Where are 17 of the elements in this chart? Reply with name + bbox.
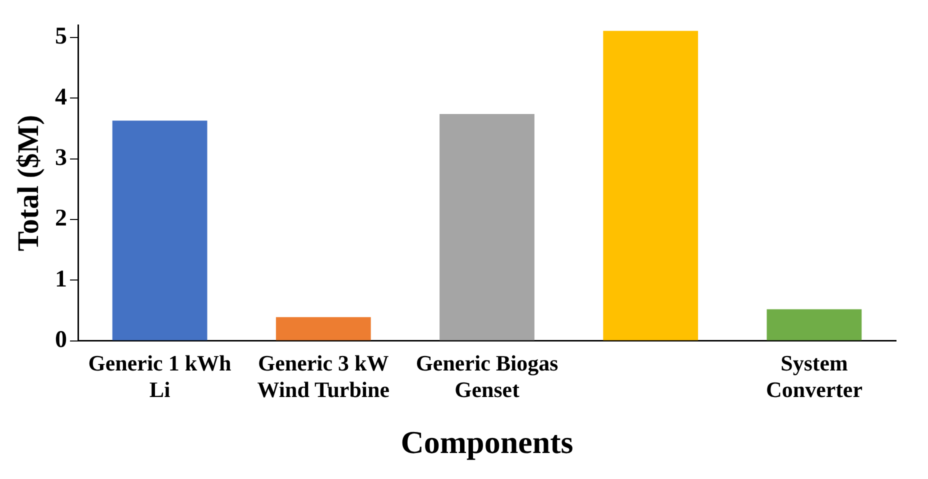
x-axis-title: Components [400, 424, 574, 460]
x-tick-label: Generic 3 kW Wind Turbine [257, 350, 390, 402]
bar [440, 114, 534, 340]
y-tick-label: 5 [55, 24, 67, 50]
y-tick-label: 4 [55, 84, 67, 110]
bar [766, 309, 862, 340]
y-tick-label: 3 [55, 145, 67, 172]
y-tick-label: 2 [55, 206, 67, 232]
y-tick-label: 1 [55, 266, 67, 292]
y-tick-label: 0 [55, 327, 67, 354]
x-tick-label: Generic 1 kWh Li [88, 350, 232, 402]
bar [276, 317, 371, 340]
bar [603, 30, 698, 340]
x-tick-label: Generic Biogas Genset [416, 350, 559, 402]
x-tick-label: System Converter [766, 350, 863, 402]
bar [112, 120, 208, 340]
y-axis-title: Total ($M) [12, 114, 45, 252]
